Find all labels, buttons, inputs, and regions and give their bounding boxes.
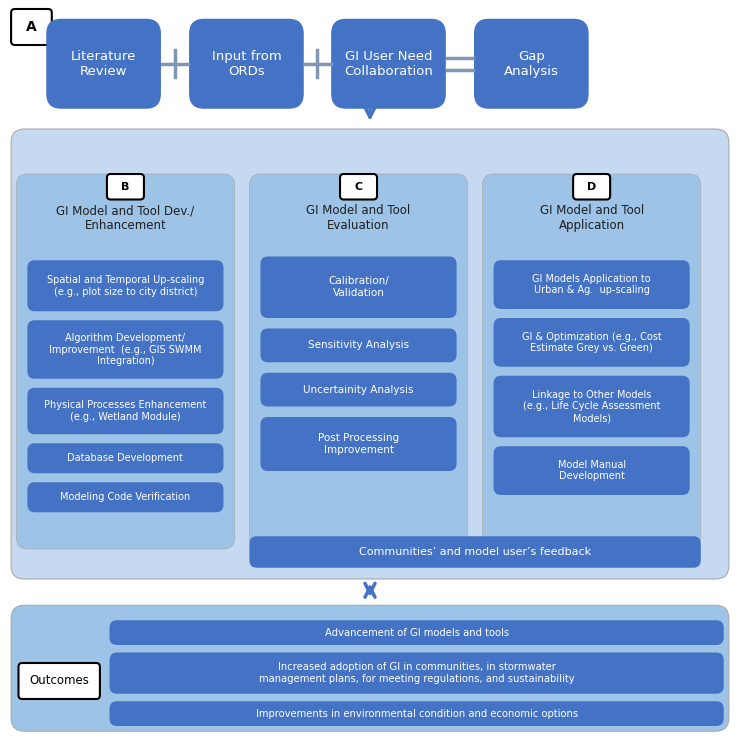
Text: Input from
ORDs: Input from ORDs [212, 50, 281, 78]
Text: Uncertainity Analysis: Uncertainity Analysis [303, 385, 414, 394]
FancyBboxPatch shape [110, 652, 724, 694]
Text: Database Development: Database Development [67, 453, 184, 464]
Text: Increased adoption of GI in communities, in stormwater
management plans, for mee: Increased adoption of GI in communities,… [259, 662, 574, 684]
Text: GI Models Application to
Urban & Ag.  up-scaling: GI Models Application to Urban & Ag. up-… [532, 274, 651, 296]
FancyBboxPatch shape [189, 19, 303, 109]
Text: GI Model and Tool
Evaluation: GI Model and Tool Evaluation [306, 204, 411, 232]
Text: C: C [354, 182, 363, 192]
FancyBboxPatch shape [11, 129, 729, 579]
FancyBboxPatch shape [494, 446, 690, 495]
Text: Advancement of GI models and tools: Advancement of GI models and tools [325, 628, 508, 638]
Text: Linkage to Other Models
(e.g., Life Cycle Assessment
Models): Linkage to Other Models (e.g., Life Cycl… [523, 390, 660, 423]
Text: Gap
Analysis: Gap Analysis [504, 50, 559, 78]
FancyBboxPatch shape [11, 605, 729, 731]
FancyBboxPatch shape [494, 260, 690, 309]
Text: GI Model and Tool Dev./
Enhancement: GI Model and Tool Dev./ Enhancement [56, 204, 195, 232]
FancyBboxPatch shape [249, 536, 701, 568]
Text: Post Processing
Improvement: Post Processing Improvement [318, 433, 399, 454]
FancyBboxPatch shape [11, 9, 52, 45]
FancyBboxPatch shape [260, 417, 457, 471]
FancyBboxPatch shape [260, 328, 457, 362]
FancyBboxPatch shape [260, 373, 457, 406]
Text: Modeling Code Verification: Modeling Code Verification [60, 492, 191, 502]
FancyBboxPatch shape [494, 376, 690, 437]
Text: Communities’ and model user’s feedback: Communities’ and model user’s feedback [359, 547, 591, 557]
FancyBboxPatch shape [110, 620, 724, 645]
FancyBboxPatch shape [27, 388, 223, 434]
FancyBboxPatch shape [110, 701, 724, 726]
FancyBboxPatch shape [47, 19, 161, 109]
FancyBboxPatch shape [340, 174, 377, 200]
Text: GI User Need
Collaboration: GI User Need Collaboration [344, 50, 433, 78]
FancyBboxPatch shape [27, 482, 223, 512]
FancyBboxPatch shape [27, 443, 223, 473]
FancyBboxPatch shape [474, 19, 589, 109]
Text: D: D [587, 182, 596, 192]
FancyBboxPatch shape [482, 174, 701, 549]
Text: Physical Processes Enhancement
(e.g., Wetland Module): Physical Processes Enhancement (e.g., We… [44, 400, 206, 422]
Text: GI & Optimization (e.g., Cost
Estimate Grey vs. Green): GI & Optimization (e.g., Cost Estimate G… [522, 332, 662, 353]
Text: Sensitivity Analysis: Sensitivity Analysis [308, 340, 409, 350]
FancyBboxPatch shape [249, 174, 468, 549]
Text: B: B [121, 182, 130, 192]
FancyBboxPatch shape [27, 320, 223, 379]
Text: Spatial and Temporal Up-scaling
(e.g., plot size to city district): Spatial and Temporal Up-scaling (e.g., p… [47, 275, 204, 296]
Text: Literature
Review: Literature Review [71, 50, 136, 78]
Text: Improvements in environmental condition and economic options: Improvements in environmental condition … [255, 709, 578, 718]
Text: Model Manual
Development: Model Manual Development [557, 460, 626, 482]
Text: Algorithm Development/
Improvement  (e.g., GIS SWMM
Integration): Algorithm Development/ Improvement (e.g.… [49, 333, 202, 366]
Text: A: A [26, 20, 36, 34]
FancyBboxPatch shape [107, 174, 144, 200]
Text: GI Model and Tool
Application: GI Model and Tool Application [539, 204, 644, 232]
FancyBboxPatch shape [574, 174, 610, 200]
Text: Calibration/
Validation: Calibration/ Validation [328, 277, 389, 298]
FancyBboxPatch shape [18, 663, 100, 699]
FancyBboxPatch shape [260, 256, 457, 318]
Text: Outcomes: Outcomes [30, 674, 89, 688]
FancyBboxPatch shape [27, 260, 223, 311]
FancyBboxPatch shape [494, 318, 690, 367]
FancyBboxPatch shape [332, 19, 445, 109]
FancyBboxPatch shape [16, 174, 235, 549]
